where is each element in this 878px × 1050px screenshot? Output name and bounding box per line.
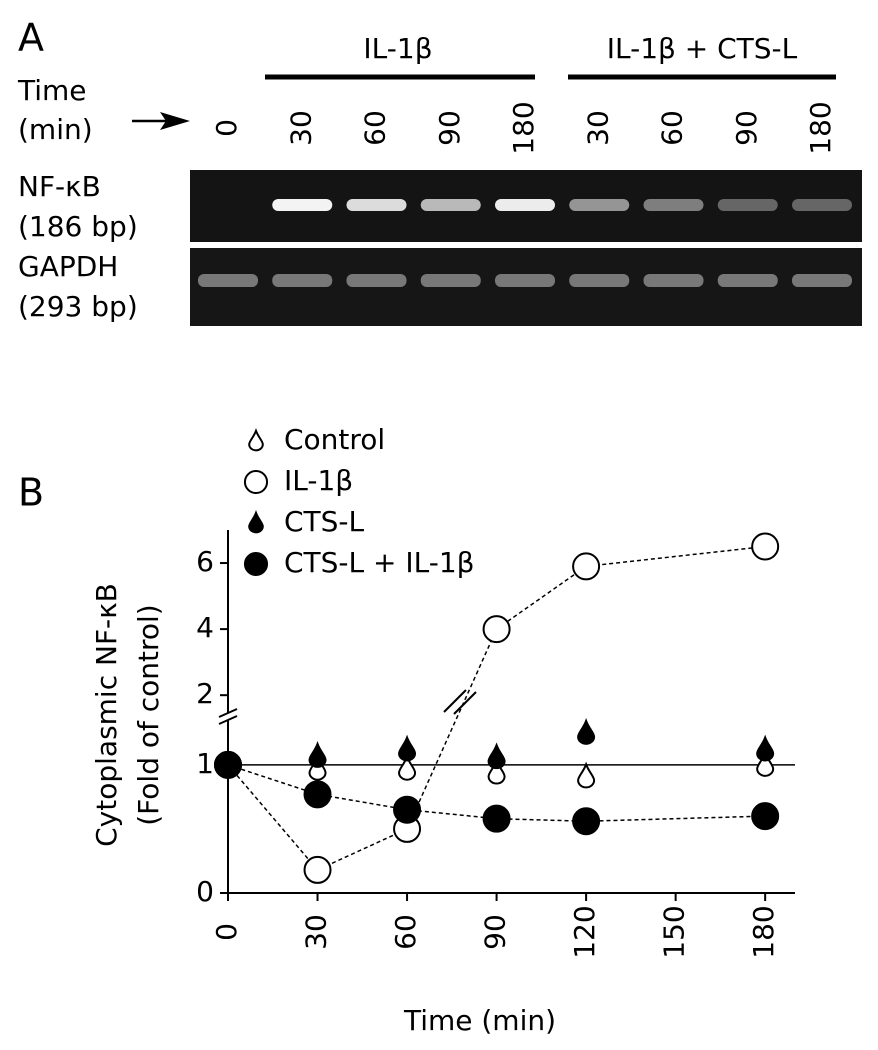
data-point [751,802,780,831]
gel-band [643,199,704,211]
x-tick-label: 90 [479,914,512,950]
lane-label: 30 [581,110,614,146]
data-point [398,734,417,762]
x-tick-label: 180 [747,905,780,958]
gel-band [569,274,630,287]
y-tick-label: 6 [196,545,214,578]
gel-band [346,199,407,211]
gel-band [420,274,481,287]
time-label: (min) [18,113,93,146]
lane-label: 0 [210,119,243,137]
row-size: (186 bp) [18,210,138,243]
data-point [303,780,332,809]
y-axis-label: (Fold of control) [132,604,165,825]
legend-marker [243,469,269,495]
gel-band [272,199,333,211]
x-axis-label: Time (min) [403,1004,556,1037]
data-point [308,753,327,781]
lane-label: 90 [433,110,466,146]
legend-marker [248,509,264,534]
panel-label: B [18,471,44,515]
y-axis-label: Cytoplasmic NF-κB [90,583,123,847]
time-label: Time [17,74,87,107]
x-tick-label: 150 [658,905,691,958]
data-point [756,750,775,777]
y-tick-label: 0 [196,875,214,908]
group-label: IL-1β [363,32,432,65]
gel-band [198,274,258,287]
gel-band [495,274,555,287]
gel-band [272,274,333,287]
gel-band [420,199,481,211]
arrow-head [160,112,190,130]
x-tick-label: 60 [389,914,422,950]
data-point [303,855,332,884]
gel-band [643,274,704,287]
data-point [398,753,417,781]
line-break [453,691,477,715]
data-point [487,757,506,785]
y-tick-label: 2 [196,677,214,710]
axis-break [218,715,238,725]
data-point [214,750,242,779]
data-point [756,734,775,762]
x-tick-label: 120 [568,905,601,958]
data-point [482,615,511,644]
gel-band [792,199,852,211]
legend-label: IL-1β [284,464,353,497]
legend-label: CTS-L [284,505,365,538]
row-size: (293 bp) [18,290,138,323]
data-point [482,804,511,833]
axis-break [218,708,238,718]
gel-band [717,199,778,211]
panel-label: A [18,16,44,60]
legend-label: CTS-L + IL-1β [284,546,475,579]
series-line [227,545,766,871]
y-tick-label: 4 [196,611,214,644]
row-name: NF-κB [18,170,101,203]
gel-band [495,199,555,211]
lane-label: 90 [730,110,763,146]
row-name: GAPDH [18,250,118,283]
lane-label: 30 [284,110,317,146]
x-tick-label: 0 [210,923,243,941]
data-point [577,717,596,745]
legend-label: Control [284,423,385,456]
data-point [577,761,596,789]
data-point [572,552,601,581]
data-point [308,741,327,768]
data-point [487,742,506,770]
series-line [227,764,766,822]
data-point [751,532,780,561]
legend-marker [248,427,264,452]
line-break [443,689,467,713]
lane-label: 180 [804,101,837,154]
lane-label: 60 [359,110,392,146]
data-point [393,795,422,824]
x-tick-label: 30 [300,914,333,950]
gel-band [717,274,778,287]
gel-band [792,274,852,287]
gel-band [346,274,407,287]
gel-band [569,199,630,211]
legend-marker [243,551,269,577]
data-point [572,807,601,836]
lane-label: 180 [507,101,540,154]
y-tick-label: 1 [196,747,214,780]
group-label: IL-1β + CTS-L [607,32,798,65]
lane-label: 60 [656,110,689,146]
